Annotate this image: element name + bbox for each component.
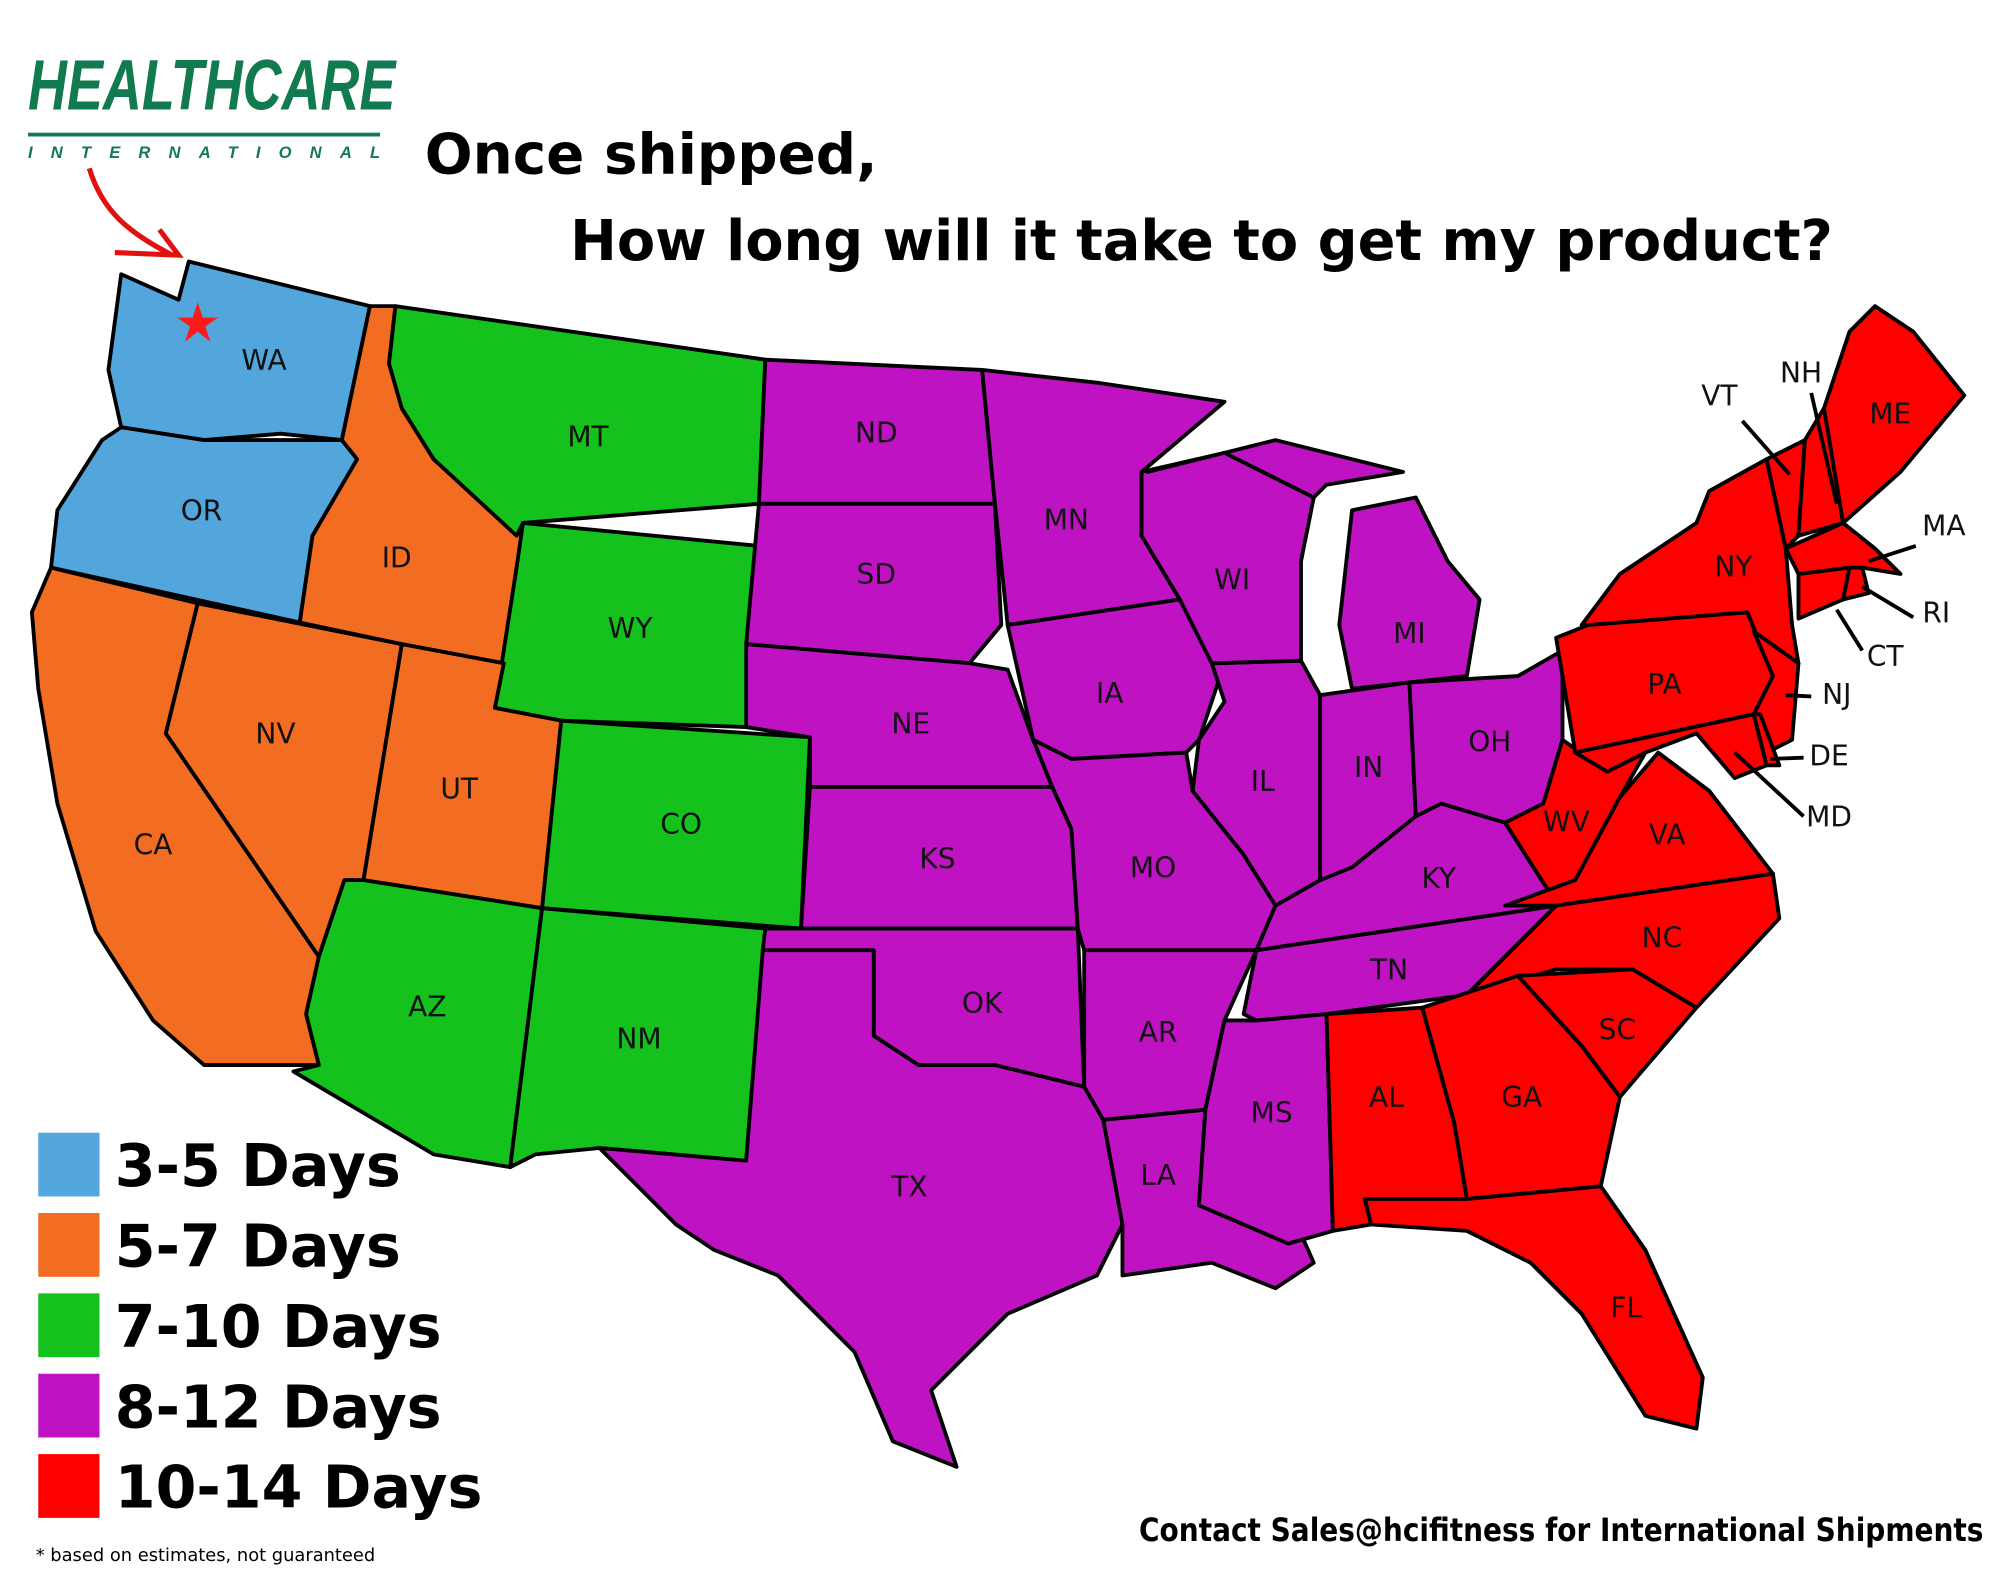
state-label-mn: MN <box>1044 503 1089 536</box>
state-mi-up <box>1146 438 1405 500</box>
state-label-vt: VT <box>1701 380 1738 413</box>
state-sd <box>744 501 1004 666</box>
legend-swatch-0 <box>38 1132 100 1197</box>
state-ny <box>1579 457 1801 678</box>
state-label-ky: KY <box>1422 862 1457 895</box>
state-de <box>1751 712 1782 768</box>
state-label-mt: MT <box>567 420 609 453</box>
title-line-2: How long will it take to get my product? <box>570 209 1833 274</box>
state-label-co: CO <box>660 808 702 841</box>
legend-swatch-3 <box>38 1373 100 1438</box>
legend-label-0: 3-5 Days <box>115 1132 401 1200</box>
logo-name: HEALTHCARE <box>28 46 397 126</box>
red-arrow-head-icon <box>114 228 184 258</box>
state-label-tx: TX <box>890 1170 927 1203</box>
state-label-ny: NY <box>1714 551 1753 584</box>
state-label-nm: NM <box>616 1022 661 1055</box>
state-in <box>1318 680 1418 883</box>
state-label-ut: UT <box>440 772 479 805</box>
state-wa <box>106 259 372 442</box>
state-label-ga: GA <box>1501 1081 1542 1114</box>
logo: HEALTHCARE INTERNATIONAL <box>28 46 397 162</box>
leader-line-ri <box>1861 585 1915 619</box>
legend-swatch-4 <box>38 1454 100 1518</box>
state-label-fl: FL <box>1610 1292 1642 1325</box>
state-label-mo: MO <box>1130 852 1176 885</box>
state-label-nh: NH <box>1780 357 1822 390</box>
state-label-wv: WV <box>1543 806 1590 839</box>
legend-label-3: 8-12 Days <box>115 1373 442 1441</box>
state-label-me: ME <box>1869 397 1911 430</box>
state-label-al: AL <box>1369 1081 1404 1114</box>
legend-label-1: 5-7 Days <box>115 1213 401 1281</box>
state-label-va: VA <box>1649 818 1686 851</box>
star-icon <box>177 302 219 342</box>
leader-line-ct <box>1835 608 1864 652</box>
state-label-ca: CA <box>134 829 173 862</box>
state-label-mi: MI <box>1393 617 1425 650</box>
leader-line-md <box>1733 751 1805 818</box>
state-label-or: OR <box>181 494 223 527</box>
state-label-nd: ND <box>855 417 898 450</box>
state-label-la: LA <box>1140 1159 1175 1192</box>
leader-line-vt <box>1740 419 1791 476</box>
legend-swatch-2 <box>38 1293 100 1358</box>
state-label-oh: OH <box>1468 725 1511 758</box>
state-label-ok: OK <box>962 987 1003 1020</box>
state-label-ar: AR <box>1139 1016 1178 1049</box>
leader-line-ma <box>1868 544 1917 564</box>
state-label-ct: CT <box>1867 640 1905 673</box>
state-label-wa: WA <box>241 344 286 377</box>
state-label-de: DE <box>1809 739 1848 772</box>
state-ct <box>1796 565 1852 621</box>
footnote: * based on estimates, not guaranteed <box>36 1545 376 1566</box>
state-label-ne: NE <box>891 707 930 740</box>
state-label-md: MD <box>1806 801 1852 834</box>
state-label-sd: SD <box>857 558 896 591</box>
state-label-ia: IA <box>1096 677 1123 710</box>
state-label-in: IN <box>1354 751 1383 784</box>
state-label-tn: TN <box>1369 954 1408 987</box>
leader-line-nh <box>1809 392 1839 505</box>
legend-label-4: 10-14 Days <box>115 1454 483 1522</box>
leader-line-de <box>1770 755 1804 761</box>
legend-label-2: 7-10 Days <box>115 1293 442 1361</box>
state-label-ma: MA <box>1922 510 1965 543</box>
state-label-ri: RI <box>1922 596 1950 629</box>
legend: 3-5 Days 5-7 Days 7-10 Days 8-12 Days 10-14 … <box>38 1132 483 1522</box>
title-line-1: Once shipped, <box>425 122 878 187</box>
state-label-nj: NJ <box>1822 678 1851 711</box>
state-labels: WA OR CA NV ID UT MT WY CO AZ NM ND SD NE KS OK TX MN IA MO… <box>134 344 1966 1325</box>
leader-lines <box>1733 392 1917 818</box>
state-me <box>1822 304 1967 525</box>
state-label-wi: WI <box>1214 563 1250 596</box>
state-label-az: AZ <box>408 991 446 1024</box>
state-label-nc: NC <box>1642 922 1683 955</box>
state-label-ms: MS <box>1251 1096 1293 1129</box>
state-il <box>1190 658 1323 908</box>
contact-note: Contact Sales@hcifitness for Internation… <box>1139 1511 1983 1549</box>
state-label-wy: WY <box>608 612 654 645</box>
state-label-il: IL <box>1251 765 1275 798</box>
state-ri <box>1841 565 1871 602</box>
state-mi <box>1337 495 1482 691</box>
state-label-sc: SC <box>1599 1014 1636 1047</box>
state-fl <box>1362 1184 1705 1431</box>
state-label-id: ID <box>382 542 412 575</box>
logo-sub: INTERNATIONAL <box>28 143 380 162</box>
state-tx <box>597 948 1125 1469</box>
legend-swatch-1 <box>38 1213 100 1277</box>
logo-rule <box>28 132 381 137</box>
red-arrow-icon <box>86 167 174 258</box>
state-label-nv: NV <box>255 718 295 751</box>
states-layer <box>29 259 1967 1469</box>
state-label-ks: KS <box>919 843 955 876</box>
leader-line-nj <box>1785 693 1812 699</box>
state-label-pa: PA <box>1647 668 1681 701</box>
